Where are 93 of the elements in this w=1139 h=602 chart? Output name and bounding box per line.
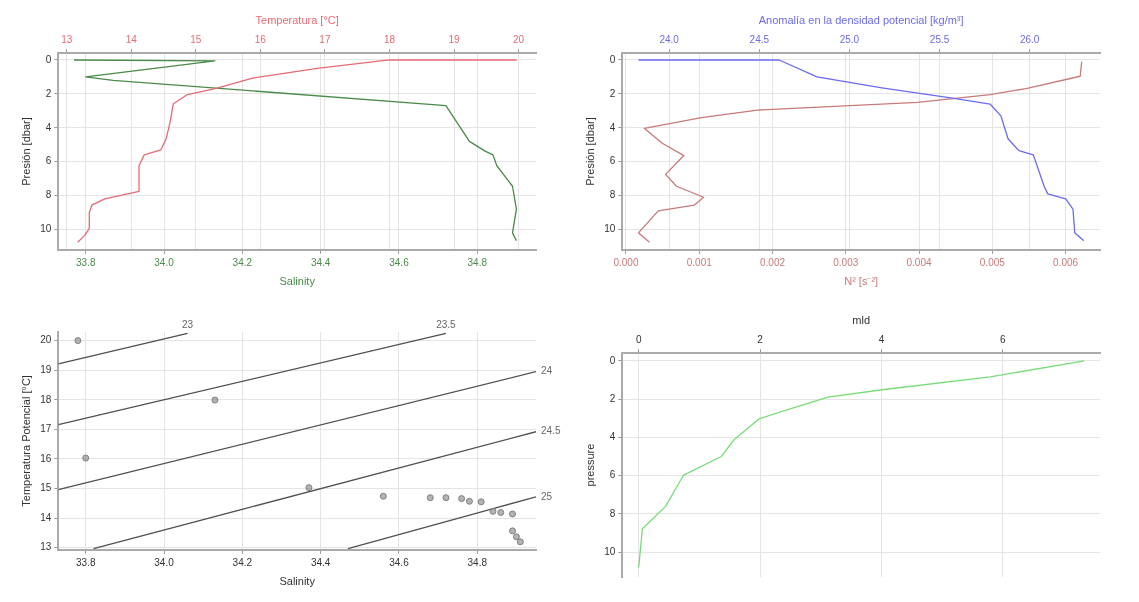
y-tick-label: 6 xyxy=(609,155,616,167)
x-tick-label: 34.0 xyxy=(154,256,175,268)
point xyxy=(305,484,313,492)
x-tick-label: 34.8 xyxy=(467,256,488,268)
x-tick-label: 34.6 xyxy=(389,556,410,568)
x2-tick-label: 20 xyxy=(513,33,525,45)
x-tick-label: 34.4 xyxy=(310,256,331,268)
x2-tick-label: 25.5 xyxy=(929,33,950,45)
x-tick-label: 0.003 xyxy=(833,256,859,268)
x2-axis-title: Temperatura [°C] xyxy=(255,13,339,26)
x-tick-label: 34.0 xyxy=(154,556,175,568)
x2-tick-label: 13 xyxy=(61,33,73,45)
point xyxy=(489,507,497,515)
x2-tick-label: 24.5 xyxy=(749,33,770,45)
x-axis-title: mld xyxy=(852,313,871,326)
x-tick-label: 0.002 xyxy=(760,256,786,268)
x-tick-label: 0.004 xyxy=(906,256,932,268)
y-tick-label: 18 xyxy=(40,393,52,405)
y-tick-label: 4 xyxy=(45,121,52,133)
y-tick-label: 20 xyxy=(40,334,52,346)
x-tick-label: 0.001 xyxy=(686,256,713,268)
y-tick-label: 0 xyxy=(45,53,52,65)
y-axis-title: Presión [dbar] xyxy=(583,117,596,186)
x2-tick-label: 17 xyxy=(319,33,331,45)
y-tick-label: 19 xyxy=(40,363,52,375)
y-tick-label: 10 xyxy=(604,545,616,557)
y-axis-title: Temperatura Potencial [°C] xyxy=(19,375,32,507)
x-tick-label: 2 xyxy=(757,333,764,345)
x-tick-label: 33.8 xyxy=(76,256,96,268)
point xyxy=(509,527,517,535)
y-tick-label: 15 xyxy=(40,482,52,494)
point xyxy=(512,533,520,541)
y-tick-label: 13 xyxy=(40,541,52,553)
x-axis-title: Salinity xyxy=(279,275,316,288)
y-tick-label: 16 xyxy=(40,452,52,464)
series-label: 24.5 xyxy=(541,425,561,437)
x-tick-label: 34.4 xyxy=(310,556,331,568)
y-axis-title: pressure xyxy=(583,443,596,487)
x-tick-label: 0.005 xyxy=(979,256,1006,268)
y-tick-label: 17 xyxy=(40,423,52,435)
series-label: 25 xyxy=(541,490,553,502)
y-tick-label: 0 xyxy=(609,53,616,65)
point xyxy=(497,509,505,517)
y-tick-label: 6 xyxy=(609,469,616,481)
point xyxy=(458,495,466,503)
x-tick-label: 0.000 xyxy=(613,256,639,268)
point xyxy=(509,510,517,518)
y-tick-label: 10 xyxy=(604,223,616,235)
x2-tick-label: 14 xyxy=(125,33,138,45)
y-tick-label: 8 xyxy=(609,189,616,201)
x-tick-label: 34.8 xyxy=(467,556,488,568)
x2-tick-label: 24.0 xyxy=(659,33,680,45)
series-label: 24 xyxy=(541,365,553,377)
x-tick-label: 6 xyxy=(1000,333,1007,345)
point xyxy=(82,454,90,462)
y-tick-label: 2 xyxy=(609,87,616,99)
x2-tick-label: 19 xyxy=(448,33,461,45)
x-tick-label: 4 xyxy=(878,333,885,345)
x-tick-label: 33.8 xyxy=(76,556,96,568)
y-tick-label: 2 xyxy=(45,87,52,99)
series-label: 23.5 xyxy=(436,318,457,330)
y-tick-label: 8 xyxy=(45,189,52,201)
x-tick-label: 0 xyxy=(635,333,642,345)
x-tick-label: 34.6 xyxy=(389,256,410,268)
y-tick-label: 10 xyxy=(40,223,52,235)
y-axis-title: Presión [dbar] xyxy=(19,117,32,186)
x2-tick-label: 25.0 xyxy=(839,33,860,45)
y-tick-label: 6 xyxy=(45,155,52,167)
y-tick-label: 0 xyxy=(609,354,616,366)
series-label: 23 xyxy=(181,318,194,330)
x2-tick-label: 16 xyxy=(254,33,267,45)
x2-tick-label: 15 xyxy=(190,33,202,45)
x2-tick-label: 18 xyxy=(383,33,396,45)
x2-tick-label: 26.0 xyxy=(1019,33,1040,45)
x-tick-label: 34.2 xyxy=(232,556,253,568)
point xyxy=(379,492,387,500)
x2-axis-title: Anomalía en la densidad potencial [kg/m³] xyxy=(758,13,964,26)
point xyxy=(516,538,524,546)
y-tick-label: 4 xyxy=(609,121,616,133)
point xyxy=(442,494,450,502)
x-tick-label: 34.2 xyxy=(232,256,253,268)
point xyxy=(74,337,82,345)
point xyxy=(477,498,485,506)
point xyxy=(465,497,473,505)
x-axis-title: Salinity xyxy=(279,575,316,588)
y-tick-label: 14 xyxy=(40,511,52,523)
y-tick-label: 2 xyxy=(609,392,616,404)
x-tick-label: 0.006 xyxy=(1053,256,1079,268)
x-axis-title: N² [s⁻²] xyxy=(844,275,879,288)
y-tick-label: 4 xyxy=(609,431,616,443)
point xyxy=(426,494,434,502)
y-tick-label: 8 xyxy=(609,507,616,519)
point xyxy=(211,396,219,404)
